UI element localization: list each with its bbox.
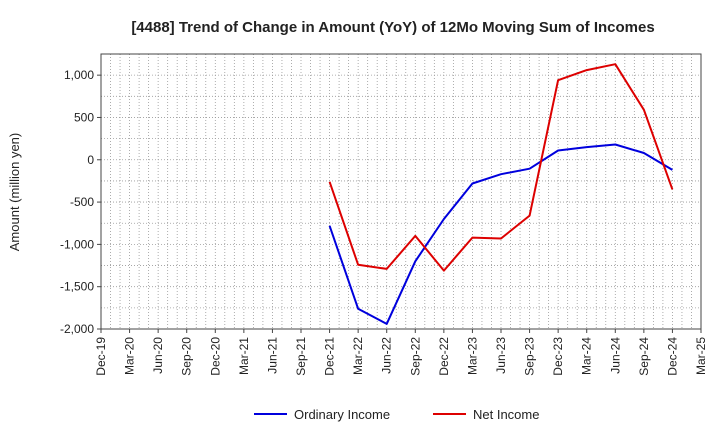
x-tick-label: Jun-24 [608, 337, 622, 374]
x-tick-label: Mar-25 [694, 337, 708, 375]
y-axis-label: Amount (million yen) [7, 133, 22, 252]
x-tick-label: Mar-23 [465, 337, 479, 375]
legend-label: Net Income [473, 407, 539, 422]
x-tick-label: Sep-23 [523, 337, 537, 376]
x-tick-label: Sep-24 [637, 337, 651, 376]
x-tick-label: Sep-21 [294, 337, 308, 376]
x-tick-label: Mar-20 [123, 337, 137, 375]
series-line-ordinary-income [328, 143, 673, 325]
x-tick-label: Sep-20 [180, 337, 194, 376]
plot-area [101, 54, 701, 329]
y-tick-label: 0 [87, 153, 94, 167]
series-layer [328, 63, 674, 325]
plot-frame [100, 53, 702, 330]
x-tick-label: Jun-21 [265, 337, 279, 374]
x-tick-label: Dec-22 [437, 337, 451, 376]
x-tick-label: Dec-19 [94, 337, 108, 376]
x-tick-label: Mar-24 [580, 337, 594, 375]
chart-title: [4488] Trend of Change in Amount (YoY) o… [131, 19, 654, 36]
y-tick-label: -500 [70, 195, 94, 209]
axes [97, 53, 702, 333]
x-tick-label: Dec-23 [551, 337, 565, 376]
y-tick-label: -1,000 [60, 237, 94, 251]
y-tick-label: 500 [74, 110, 94, 124]
y-tick-label: -2,000 [60, 322, 94, 336]
x-tick-label: Mar-22 [351, 337, 365, 375]
x-tick-label: Jun-20 [151, 337, 165, 374]
y-tick-label: -1,500 [60, 280, 94, 294]
x-tick-label: Dec-21 [323, 337, 337, 376]
legend: Ordinary Income Net Income [254, 407, 539, 422]
x-tick-label: Dec-24 [665, 337, 679, 376]
x-tick-labels: Dec-19 Mar-20 Jun-20 Sep-20 Dec-20 Mar-21 Jun-… [94, 337, 708, 376]
grid-lines [101, 54, 701, 329]
legend-label: Ordinary Income [294, 407, 390, 422]
x-tick-label: Jun-22 [380, 337, 394, 374]
y-tick-label: 1,000 [64, 68, 94, 82]
x-tick-label: Jun-23 [494, 337, 508, 374]
series-line-net-income [328, 63, 674, 272]
plot-background [101, 54, 701, 329]
x-tick-label: Dec-20 [208, 337, 222, 376]
x-tick-label: Mar-21 [237, 337, 251, 375]
y-tick-labels: 1,000 500 0 -500 -1,000 -1,500 -2,000 [60, 68, 94, 336]
x-tick-label: Sep-22 [408, 337, 422, 376]
